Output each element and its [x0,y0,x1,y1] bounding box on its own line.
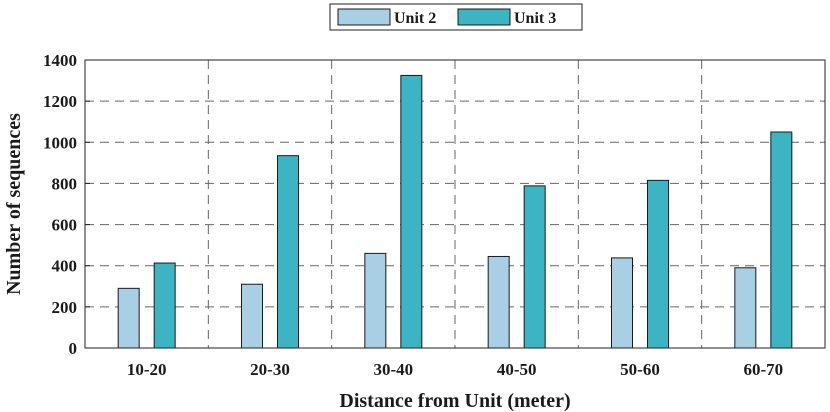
bar-unit-3-10-20 [153,262,176,349]
legend-label: Unit 2 [394,10,436,27]
x-axis-title: Distance from Unit (meter) [339,390,570,412]
x-tick-label: 20-30 [250,360,290,379]
bar-unit-3-60-70 [770,131,793,349]
x-tick-label: 40-50 [497,360,537,379]
bar-unit-2-10-20 [117,287,140,349]
x-tick-label: 50-60 [620,360,660,379]
legend-swatch-unit-2 [337,8,391,26]
y-axis-ticks: 0 200 400 600 800 1000 1200 1400 [43,51,90,358]
y-tick-label: 800 [52,174,78,193]
x-tick-label: 30-40 [373,360,413,379]
plot-frame [84,59,826,349]
bar-unit-3-40-50 [523,185,546,349]
y-tick-label: 600 [52,216,78,235]
bar-unit-3-20-30 [277,155,299,349]
grid-lines [85,60,825,348]
legend-label: Unit 3 [514,10,556,27]
y-tick-label: 1200 [43,92,77,111]
legend: Unit 2 Unit 3 [329,3,583,31]
bar-unit-2-20-30 [241,283,263,349]
x-axis-ticks: 10-20 20-30 30-40 40-50 50-60 60-70 [127,360,783,379]
y-tick-label: 400 [52,257,78,276]
bar-unit-3-50-60 [647,179,669,349]
y-tick-label: 200 [52,298,78,317]
bar-unit-2-40-50 [487,255,510,349]
y-tick-label: 1400 [43,51,77,70]
legend-swatch-unit-3 [457,8,511,26]
x-tick-label: 60-70 [743,360,783,379]
y-tick-label: 0 [69,339,78,358]
bar-unit-2-50-60 [611,257,633,349]
y-axis-title: Number of sequences [3,113,25,295]
bar-unit-2-60-70 [734,267,757,349]
bar-unit-2-30-40 [364,252,387,349]
x-tick-label: 10-20 [127,360,167,379]
bar-unit-3-30-40 [400,74,423,349]
y-tick-label: 1000 [43,133,77,152]
bars [117,74,793,349]
